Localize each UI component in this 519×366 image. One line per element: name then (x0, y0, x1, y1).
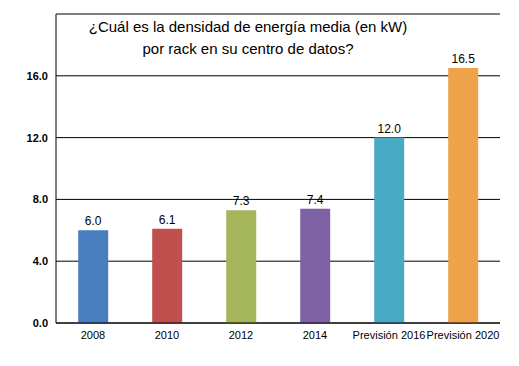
svg-text:2008: 2008 (81, 329, 105, 341)
html-text:¿Cuál es la densidad de energí: ¿Cuál es la densidad de energía media (e… (88, 18, 408, 35)
svg-text:6.1: 6.1 (159, 213, 176, 227)
svg-text:Previsión 2016: Previsión 2016 (353, 329, 426, 341)
svg-text:16.5: 16.5 (452, 52, 476, 66)
svg-text:2014: 2014 (303, 329, 327, 341)
svg-text:7.4: 7.4 (307, 193, 324, 207)
svg-text:16.0: 16.0 (27, 70, 48, 82)
svg-text:4.0: 4.0 (33, 255, 48, 267)
svg-text:0.0: 0.0 (33, 317, 48, 329)
svg-text:Previsión 2020: Previsión 2020 (427, 329, 500, 341)
svg-text:2010: 2010 (155, 329, 179, 341)
html-text:por rack en su centro de datos: por rack en su centro de datos? (142, 40, 354, 57)
svg-text:12.0: 12.0 (378, 122, 402, 136)
svg-text:8.0: 8.0 (33, 193, 48, 205)
svg-text:7.3: 7.3 (233, 194, 250, 208)
svg-text:12.0: 12.0 (27, 132, 48, 144)
svg-text:2012: 2012 (229, 329, 253, 341)
svg-text:6.0: 6.0 (85, 214, 102, 228)
